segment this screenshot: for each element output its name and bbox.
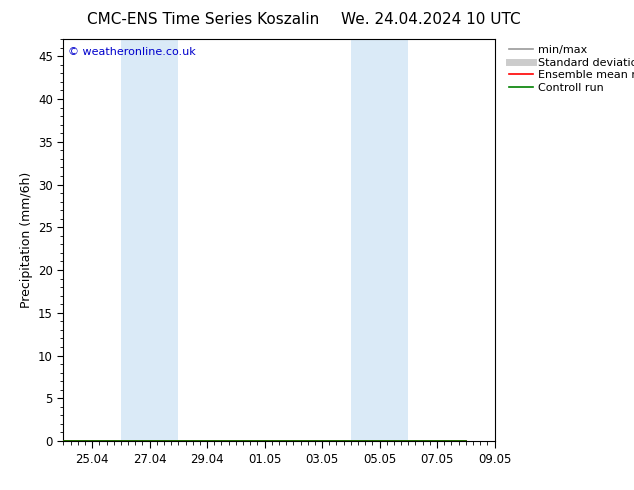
Bar xyxy=(351,39,408,441)
Text: CMC-ENS Time Series Koszalin: CMC-ENS Time Series Koszalin xyxy=(87,12,319,27)
Y-axis label: Precipitation (mm/6h): Precipitation (mm/6h) xyxy=(20,172,32,308)
Legend: min/max, Standard deviation, Ensemble mean run, Controll run: min/max, Standard deviation, Ensemble me… xyxy=(508,45,634,93)
Bar xyxy=(121,39,178,441)
Text: © weatheronline.co.uk: © weatheronline.co.uk xyxy=(68,47,195,57)
Text: We. 24.04.2024 10 UTC: We. 24.04.2024 10 UTC xyxy=(341,12,521,27)
